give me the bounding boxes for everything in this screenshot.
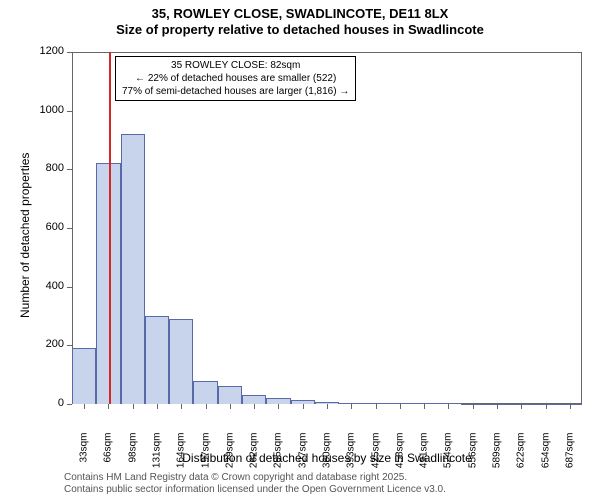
x-tick-mark	[327, 404, 328, 409]
bar	[145, 316, 169, 404]
x-tick-mark	[497, 404, 498, 409]
annotation-line-3: 77% of semi-detached houses are larger (…	[122, 85, 349, 98]
title-line-1: 35, ROWLEY CLOSE, SWADLINCOTE, DE11 8LX	[0, 6, 600, 22]
x-tick-mark	[546, 404, 547, 409]
bar	[218, 386, 242, 404]
y-tick-label: 0	[32, 397, 64, 409]
y-tick-mark	[67, 404, 72, 405]
annotation-line-1: 35 ROWLEY CLOSE: 82sqm	[122, 59, 349, 72]
x-tick-mark	[108, 404, 109, 409]
y-axis-label: Number of detached properties	[18, 153, 32, 318]
x-tick-mark	[157, 404, 158, 409]
y-tick-mark	[67, 52, 72, 53]
bar	[72, 348, 96, 404]
y-tick-mark	[67, 287, 72, 288]
x-tick-mark	[133, 404, 134, 409]
footer: Contains HM Land Registry data © Crown c…	[64, 472, 446, 496]
x-tick-mark	[424, 404, 425, 409]
x-tick-mark	[570, 404, 571, 409]
x-tick-label: 654sqm	[540, 433, 551, 483]
annotation-box: 35 ROWLEY CLOSE: 82sqm ← 22% of detached…	[115, 56, 356, 101]
footer-line-1: Contains HM Land Registry data © Crown c…	[64, 472, 446, 484]
x-tick-mark	[206, 404, 207, 409]
x-tick-mark	[181, 404, 182, 409]
bar	[193, 381, 217, 404]
y-tick-mark	[67, 111, 72, 112]
x-tick-label: 556sqm	[467, 433, 478, 483]
annotation-line-2: ← 22% of detached houses are smaller (52…	[122, 72, 349, 85]
x-tick-mark	[351, 404, 352, 409]
footer-line-2: Contains public sector information licen…	[64, 484, 446, 496]
bar	[169, 319, 193, 404]
x-tick-mark	[521, 404, 522, 409]
y-tick-label: 1200	[32, 45, 64, 57]
bar	[242, 395, 266, 404]
x-tick-mark	[230, 404, 231, 409]
x-tick-mark	[84, 404, 85, 409]
y-tick-mark	[67, 169, 72, 170]
marker-line	[109, 52, 111, 404]
x-tick-mark	[278, 404, 279, 409]
x-tick-label: 687sqm	[564, 433, 575, 483]
y-tick-label: 600	[32, 221, 64, 233]
y-tick-label: 1000	[32, 104, 64, 116]
x-tick-mark	[376, 404, 377, 409]
title-line-2: Size of property relative to detached ho…	[0, 22, 600, 38]
chart-title: 35, ROWLEY CLOSE, SWADLINCOTE, DE11 8LX …	[0, 6, 600, 37]
y-tick-mark	[67, 345, 72, 346]
y-tick-label: 400	[32, 280, 64, 292]
bar	[121, 134, 145, 404]
x-tick-mark	[303, 404, 304, 409]
x-tick-mark	[400, 404, 401, 409]
x-tick-label: 622sqm	[516, 433, 527, 483]
y-tick-label: 200	[32, 338, 64, 350]
x-tick-mark	[254, 404, 255, 409]
x-tick-mark	[473, 404, 474, 409]
y-tick-mark	[67, 228, 72, 229]
y-tick-label: 800	[32, 162, 64, 174]
x-tick-mark	[448, 404, 449, 409]
x-tick-label: 589sqm	[492, 433, 503, 483]
